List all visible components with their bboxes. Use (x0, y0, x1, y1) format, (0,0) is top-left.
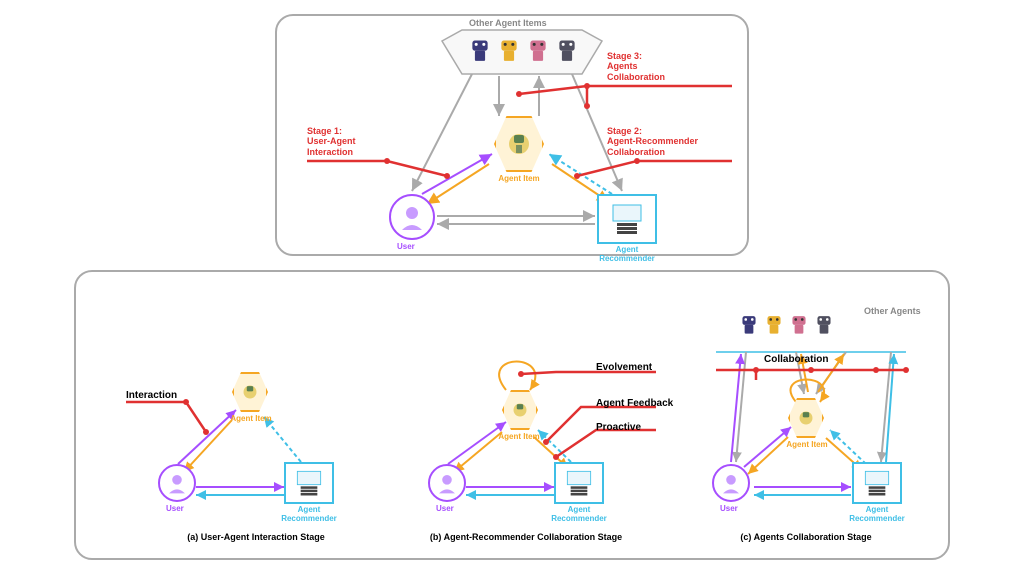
top-panel: Other Agent Items Agent Item User Agent … (275, 14, 749, 256)
b-feedback: Agent Feedback (596, 398, 673, 410)
a-user-label: User (166, 504, 184, 513)
a-recommender (284, 462, 334, 504)
user-label: User (397, 242, 415, 251)
c-rec-label: Agent Recommender (848, 505, 906, 523)
recommender-label: Agent Recommender (595, 245, 659, 263)
agent-item-hex (494, 116, 544, 172)
recommender-node (597, 194, 657, 244)
b-agent-hex (502, 390, 538, 430)
a-user (158, 464, 196, 502)
b-user-label: User (436, 504, 454, 513)
c-recommender (852, 462, 902, 504)
a-agent-label: Agent Item (226, 414, 276, 423)
c-collaboration: Collaboration (764, 354, 828, 366)
stage2-label: Stage 2: Agent-Recommender Collaboration (607, 126, 698, 157)
b-user (428, 464, 466, 502)
b-rec-label: Agent Recommender (550, 505, 608, 523)
caption-b: (b) Agent-Recommender Collaboration Stag… (406, 532, 646, 542)
c-other-agents (738, 314, 835, 338)
b-agent-label: Agent Item (494, 432, 544, 441)
caption-c: (c) Agents Collaboration Stage (716, 532, 896, 542)
b-proactive: Proactive (596, 422, 641, 434)
a-rec-label: Agent Recommender (280, 505, 338, 523)
user-node (389, 194, 435, 240)
b-evolvement: Evolvement (596, 362, 652, 374)
a-interaction-label: Interaction (126, 390, 177, 402)
c-other-agents-label: Other Agents (864, 306, 921, 316)
stage3-label: Stage 3: Agents Collaboration (607, 51, 665, 82)
c-agent-label: Agent Item (782, 440, 832, 449)
agent-item-label: Agent Item (490, 174, 548, 183)
c-user-label: User (720, 504, 738, 513)
stage1-label: Stage 1: User-Agent Interaction (307, 126, 356, 157)
caption-a: (a) User-Agent Interaction Stage (166, 532, 346, 542)
c-user (712, 464, 750, 502)
bottom-panel: Agent Item User Agent Recommender Intera… (74, 270, 950, 560)
c-agent-hex (788, 398, 824, 438)
a-agent-hex (232, 372, 268, 412)
other-agents-row (467, 38, 580, 66)
other-agents-label: Other Agent Items (469, 18, 547, 28)
b-recommender (554, 462, 604, 504)
